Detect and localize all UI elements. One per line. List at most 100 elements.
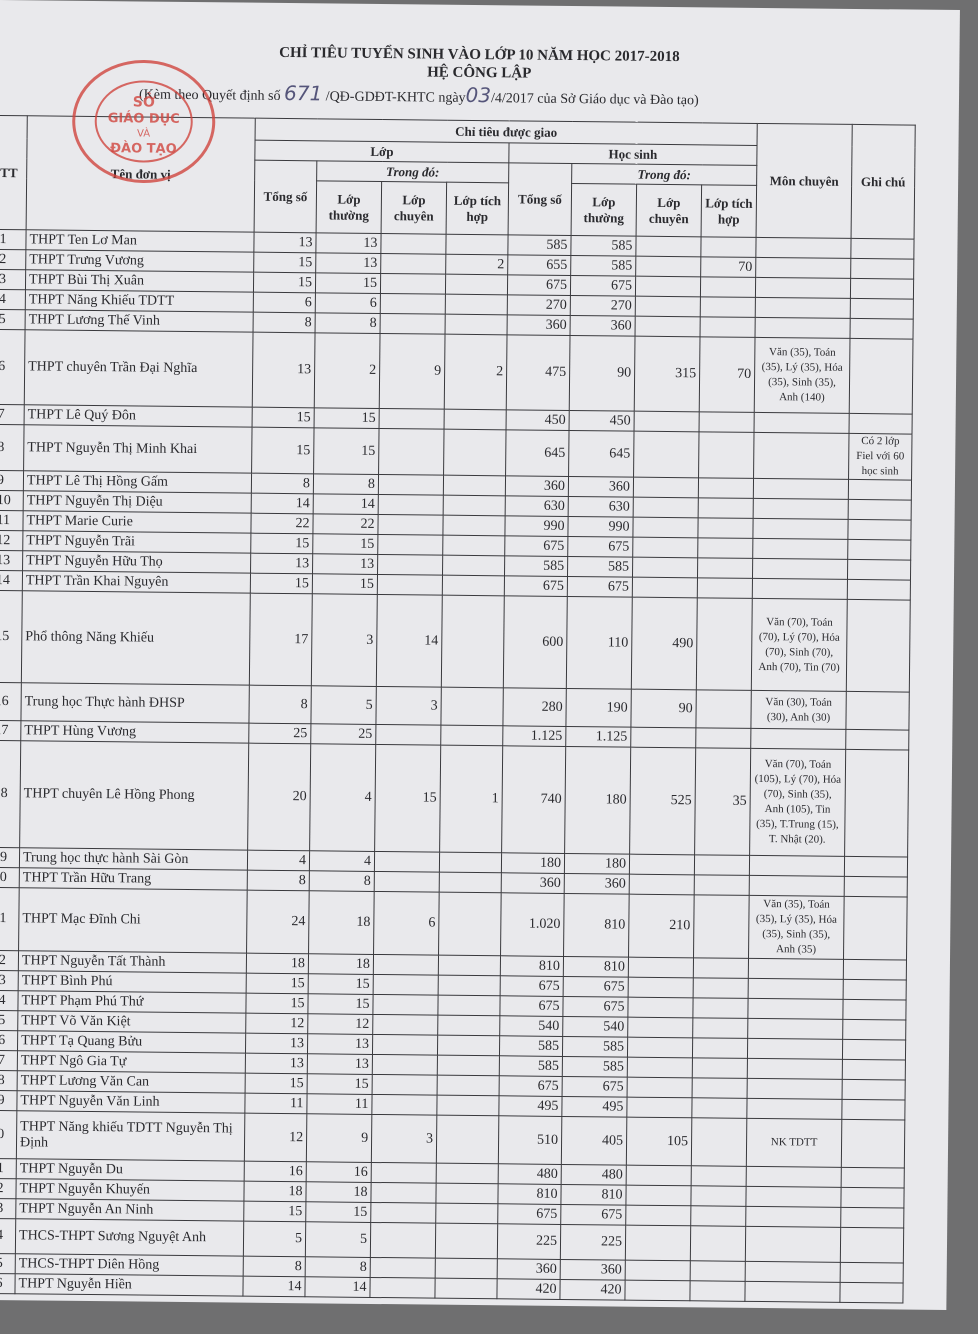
class-integrated-cell: [435, 1258, 498, 1279]
class-total-cell: 8: [247, 870, 310, 891]
subjects-cell: [746, 1166, 842, 1188]
class-regular-cell: 15: [314, 407, 380, 429]
class-specialized-cell: [373, 954, 439, 976]
tt-cell: 1: [0, 229, 27, 250]
notes-cell: [843, 896, 908, 961]
class-regular-cell: 15: [312, 573, 378, 595]
notes-cell: [845, 691, 910, 731]
class-integrated-cell: [444, 409, 507, 430]
decision-day: 03: [465, 82, 492, 108]
notes-cell: [846, 599, 911, 693]
school-name-cell: THPT Bùi Thị Xuân: [25, 269, 254, 293]
student-integrated-cell: [691, 1117, 747, 1167]
class-total-cell: 16: [244, 1161, 307, 1182]
student-integrated-cell: [699, 411, 755, 433]
subjects-cell: Văn (35), Toán (35), Lý (35), Hóa (35), …: [748, 895, 845, 960]
class-specialized-cell: [377, 514, 444, 536]
student-total-cell: 740: [501, 745, 566, 854]
class-integrated-cell: [435, 1183, 499, 1204]
subjects-cell: [753, 498, 849, 520]
notes-cell: [842, 1019, 906, 1041]
class-regular-cell: 5: [310, 685, 377, 725]
notes-cell: [842, 1039, 906, 1061]
header-notes: Ghi chú: [851, 124, 916, 240]
class-integrated-cell: [445, 314, 508, 335]
student-integrated-cell: [700, 296, 756, 318]
class-total-cell: 6: [253, 292, 316, 313]
student-integrated-cell: 70: [700, 256, 756, 278]
notes-cell: [844, 876, 908, 898]
school-name-cell: THPT Nguyễn Tất Thành: [18, 950, 247, 974]
tt-cell: 16: [0, 682, 22, 721]
student-total-cell: 225: [497, 1223, 561, 1260]
student-specialized-cell: [626, 1165, 692, 1186]
class-regular-cell: 4: [309, 743, 376, 852]
student-regular-cell: 675: [562, 996, 629, 1018]
tt-cell: 34: [0, 1218, 16, 1254]
student-integrated-cell: [692, 1077, 748, 1099]
student-integrated-cell: [693, 977, 749, 999]
school-name-cell: THPT Võ Văn Kiệt: [17, 1010, 246, 1034]
class-specialized-cell: [380, 253, 446, 275]
class-integrated-cell: [443, 495, 506, 516]
student-total-cell: 1.020: [500, 892, 565, 957]
class-specialized-cell: [370, 1222, 436, 1259]
table-body: 1 THPT Ten Lơ Man 13 13 585 585 2 THPT Trưng Vư…: [0, 229, 915, 1304]
student-specialized-cell: [626, 1097, 693, 1118]
notes-cell: [849, 338, 913, 415]
student-specialized-cell: [630, 727, 696, 748]
class-total-cell: 15: [252, 407, 315, 428]
student-total-cell: 675: [499, 1075, 563, 1097]
tt-cell: 14: [0, 570, 23, 591]
class-regular-cell: 12: [307, 1013, 373, 1035]
student-integrated-cell: [691, 1097, 748, 1119]
class-integrated-cell: [437, 1055, 500, 1076]
student-integrated-cell: [692, 1057, 748, 1079]
class-integrated-cell: [443, 429, 507, 476]
class-integrated-cell: [437, 1035, 500, 1056]
subjects-cell: Văn (70), Toán (105), Lý (70), Hóa (70),…: [749, 748, 846, 857]
school-name-cell: THPT Ten Lơ Man: [25, 229, 255, 253]
class-regular-cell: 13: [307, 1053, 373, 1075]
subjects-cell: Văn (30), Toán (30), Anh (30): [750, 690, 847, 730]
header-subjects: Môn chuyên: [756, 123, 853, 239]
tt-cell: 2: [0, 249, 26, 270]
class-integrated-cell: [435, 1223, 498, 1259]
tt-cell: 29: [0, 1090, 18, 1111]
student-regular-cell: 540: [562, 1016, 628, 1038]
subjects-cell: [752, 558, 848, 580]
student-regular-cell: 675: [563, 976, 629, 998]
class-specialized-cell: [379, 408, 445, 430]
notes-cell: [842, 1059, 906, 1081]
class-integrated-cell: [445, 294, 508, 315]
student-integrated-cell: [696, 597, 753, 691]
class-specialized-cell: [373, 974, 439, 996]
student-specialized-cell: 105: [626, 1117, 692, 1166]
class-specialized-cell: [372, 994, 439, 1016]
student-integrated-cell: [698, 477, 754, 499]
tt-cell: 28: [0, 1070, 18, 1091]
student-integrated-cell: [697, 517, 754, 539]
decision-reference: (Kèm theo Quyết định số 671 /QĐ-GDĐT-KHT…: [139, 79, 699, 109]
tt-cell: 32: [0, 1178, 17, 1199]
class-regular-cell: 2: [314, 332, 381, 409]
tt-cell: 36: [0, 1273, 16, 1294]
student-regular-cell: 110: [566, 596, 633, 690]
tt-cell: 23: [0, 970, 19, 991]
tt-cell: 8: [0, 424, 25, 471]
student-total-cell: 630: [505, 495, 569, 517]
class-regular-cell: 15: [313, 427, 380, 475]
class-regular-cell: 15: [308, 973, 374, 995]
student-total-cell: 480: [498, 1163, 562, 1185]
class-specialized-cell: [370, 1257, 436, 1279]
student-integrated-cell: [698, 431, 755, 479]
notes-cell: [847, 579, 911, 601]
class-regular-cell: 15: [312, 533, 378, 555]
school-name-cell: THPT Nguyễn Hiền: [14, 1273, 244, 1297]
student-regular-cell: 270: [570, 295, 636, 317]
svg-text:ĐÀO TẠO: ĐÀO TẠO: [110, 140, 177, 157]
school-name-cell: THPT Nguyễn Trãi: [22, 530, 251, 554]
tt-cell: 27: [0, 1050, 18, 1071]
tt-cell: 15: [0, 590, 23, 683]
school-name-cell: THPT Nguyễn Hữu Thọ: [22, 550, 251, 574]
